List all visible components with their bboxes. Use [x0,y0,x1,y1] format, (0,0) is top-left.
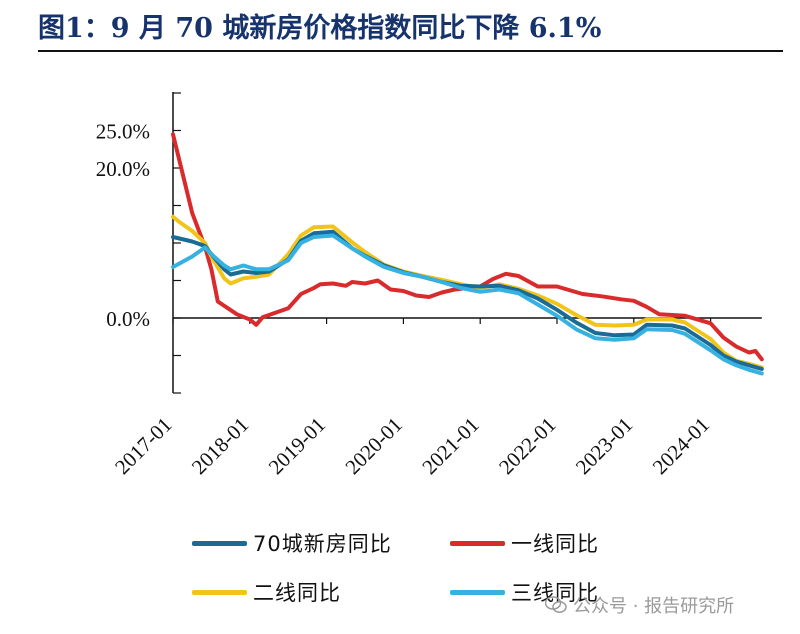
x-tick-label: 2023-01 [571,413,637,479]
chart-axes [172,92,762,394]
y-tick-label: 20.0% [96,157,150,181]
y-tick-label: 25.0% [96,120,150,144]
watermark: 公众号 · 报告研究所 [544,592,735,618]
chart-title: 图1：9 月 70 城新房价格指数同比下降 6.1% [38,13,602,44]
y-tick-label: 0.0% [106,307,150,331]
x-tick-label: 2017-01 [110,413,176,479]
series-line-1 [171,132,764,362]
series-line-2 [171,214,764,370]
title-rule [38,50,783,52]
x-tick-label: 2022-01 [494,413,560,479]
x-tick-label: 2021-01 [417,413,483,479]
x-tick-label: 2024-01 [648,413,714,479]
x-tick-label: 2020-01 [340,413,406,479]
series-line-0 [171,229,764,371]
watermark-text: 公众号 · 报告研究所 [573,596,735,617]
wechat-icon [544,596,567,614]
x-tick-label: 2019-01 [264,413,330,479]
x-tick-label: 2018-01 [187,413,253,479]
series-lines [171,132,764,376]
series-line-3 [171,233,764,376]
